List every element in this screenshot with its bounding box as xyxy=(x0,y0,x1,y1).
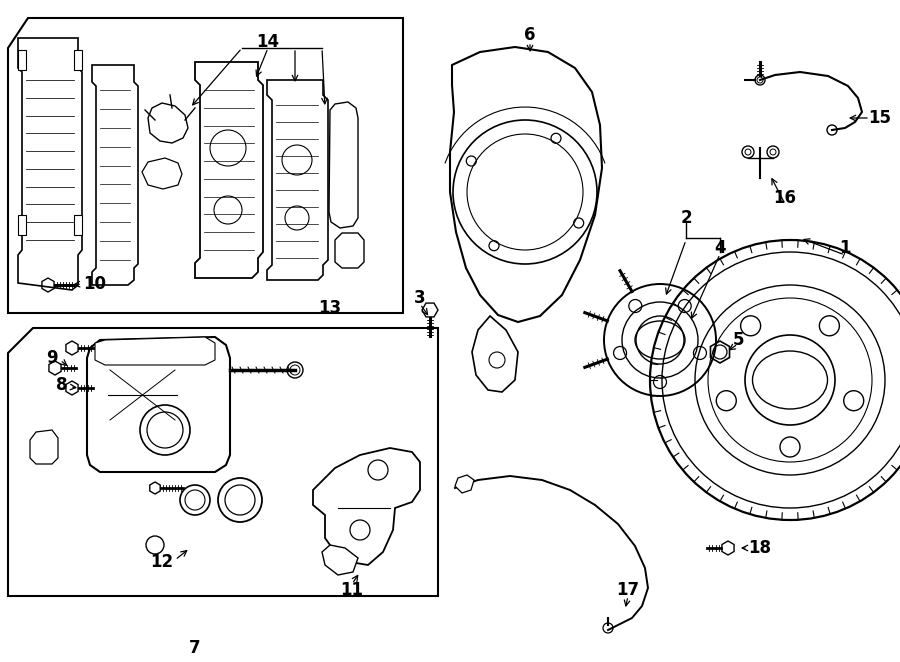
Polygon shape xyxy=(313,448,420,565)
Text: 7: 7 xyxy=(189,639,201,657)
Text: 2: 2 xyxy=(680,209,692,227)
Polygon shape xyxy=(30,430,58,464)
Polygon shape xyxy=(450,47,602,322)
Bar xyxy=(18,215,26,235)
Text: 5: 5 xyxy=(733,331,743,349)
Bar xyxy=(18,50,26,70)
Text: 14: 14 xyxy=(256,33,280,51)
Text: 13: 13 xyxy=(319,299,342,317)
Text: 18: 18 xyxy=(749,539,771,557)
Polygon shape xyxy=(142,158,182,189)
Polygon shape xyxy=(18,38,82,290)
Polygon shape xyxy=(322,545,358,575)
Polygon shape xyxy=(87,337,230,472)
Bar xyxy=(74,215,82,235)
Polygon shape xyxy=(95,337,215,365)
Polygon shape xyxy=(329,102,358,228)
Text: 6: 6 xyxy=(524,26,536,44)
Text: 9: 9 xyxy=(46,349,58,367)
Polygon shape xyxy=(92,65,138,285)
Text: 10: 10 xyxy=(84,275,106,293)
Text: 12: 12 xyxy=(150,553,174,571)
Polygon shape xyxy=(8,328,438,596)
Text: 3: 3 xyxy=(414,289,426,307)
Bar xyxy=(74,50,82,70)
Polygon shape xyxy=(8,18,403,313)
Text: 4: 4 xyxy=(715,239,725,257)
Polygon shape xyxy=(148,103,188,143)
Text: 1: 1 xyxy=(839,239,850,257)
Polygon shape xyxy=(335,233,364,268)
Text: 11: 11 xyxy=(340,581,364,599)
Text: 16: 16 xyxy=(773,189,796,207)
Polygon shape xyxy=(472,316,518,392)
Text: 17: 17 xyxy=(616,581,640,599)
Polygon shape xyxy=(195,62,263,278)
Polygon shape xyxy=(267,80,328,280)
Text: 8: 8 xyxy=(57,376,68,394)
Polygon shape xyxy=(455,475,474,493)
Text: 15: 15 xyxy=(868,109,892,127)
